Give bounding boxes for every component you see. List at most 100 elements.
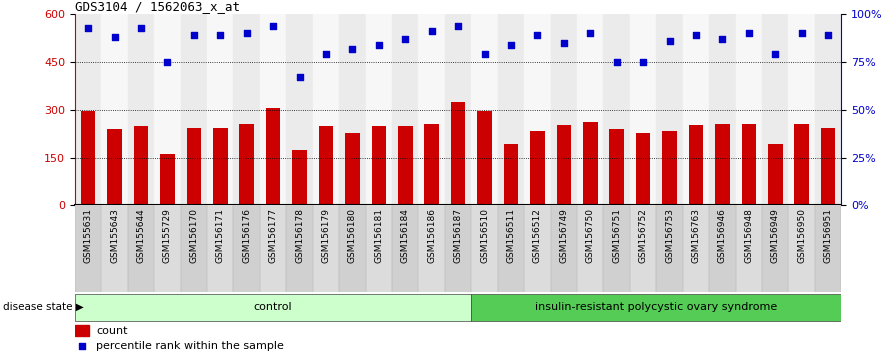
- Bar: [207, 205, 233, 292]
- Bar: [603, 205, 630, 292]
- Point: [134, 25, 148, 30]
- Bar: [498, 205, 524, 292]
- Bar: [530, 131, 544, 205]
- Text: GSM155729: GSM155729: [163, 208, 172, 263]
- Point: [768, 51, 782, 57]
- Bar: [313, 14, 339, 205]
- Bar: [207, 14, 233, 205]
- Text: GSM156170: GSM156170: [189, 208, 198, 263]
- Bar: [154, 205, 181, 292]
- Text: GSM156180: GSM156180: [348, 208, 357, 263]
- Text: GSM156178: GSM156178: [295, 208, 304, 263]
- Bar: [498, 14, 524, 205]
- Bar: [319, 126, 333, 205]
- Bar: [366, 205, 392, 292]
- Bar: [134, 126, 148, 205]
- Bar: [233, 14, 260, 205]
- Text: GSM156951: GSM156951: [824, 208, 833, 263]
- Bar: [451, 102, 465, 205]
- Point: [345, 46, 359, 51]
- Bar: [75, 325, 89, 336]
- Bar: [788, 14, 815, 205]
- Point: [398, 36, 412, 42]
- Bar: [630, 205, 656, 292]
- Text: GSM156184: GSM156184: [401, 208, 410, 263]
- Text: percentile rank within the sample: percentile rank within the sample: [96, 341, 285, 351]
- Text: GSM156186: GSM156186: [427, 208, 436, 263]
- Bar: [260, 14, 286, 205]
- FancyBboxPatch shape: [471, 293, 841, 321]
- Point: [372, 42, 386, 47]
- Text: GSM156750: GSM156750: [586, 208, 595, 263]
- Text: GSM156950: GSM156950: [797, 208, 806, 263]
- Bar: [160, 154, 174, 205]
- Bar: [392, 205, 418, 292]
- Bar: [81, 111, 95, 205]
- Bar: [610, 130, 624, 205]
- Bar: [736, 14, 762, 205]
- Point: [821, 32, 835, 38]
- Text: GSM156763: GSM156763: [692, 208, 700, 263]
- Point: [266, 23, 280, 28]
- Bar: [181, 14, 207, 205]
- Bar: [709, 14, 736, 205]
- Bar: [445, 205, 471, 292]
- Text: insulin-resistant polycystic ovary syndrome: insulin-resistant polycystic ovary syndr…: [536, 302, 777, 312]
- Bar: [75, 14, 101, 205]
- FancyBboxPatch shape: [75, 293, 471, 321]
- Bar: [821, 127, 835, 205]
- Point: [451, 23, 465, 28]
- Point: [795, 30, 809, 36]
- Bar: [392, 14, 418, 205]
- Bar: [292, 150, 307, 205]
- Text: GSM156512: GSM156512: [533, 208, 542, 263]
- Bar: [715, 124, 729, 205]
- Point: [478, 51, 492, 57]
- Bar: [709, 205, 736, 292]
- Bar: [683, 205, 709, 292]
- Bar: [742, 124, 756, 205]
- Bar: [366, 14, 392, 205]
- Bar: [101, 14, 128, 205]
- Text: GSM156752: GSM156752: [639, 208, 648, 263]
- Bar: [551, 205, 577, 292]
- Bar: [577, 205, 603, 292]
- Point: [530, 32, 544, 38]
- Text: GSM156176: GSM156176: [242, 208, 251, 263]
- Point: [610, 59, 624, 65]
- Text: GSM156510: GSM156510: [480, 208, 489, 263]
- Text: GSM156948: GSM156948: [744, 208, 753, 263]
- Text: GSM156946: GSM156946: [718, 208, 727, 263]
- Bar: [339, 14, 366, 205]
- Bar: [663, 131, 677, 205]
- Bar: [345, 133, 359, 205]
- Text: GSM156511: GSM156511: [507, 208, 515, 263]
- Bar: [583, 122, 597, 205]
- Bar: [768, 143, 782, 205]
- Bar: [213, 128, 227, 205]
- Point: [213, 32, 227, 38]
- Bar: [762, 14, 788, 205]
- Point: [160, 59, 174, 65]
- Point: [187, 32, 201, 38]
- Bar: [788, 205, 815, 292]
- Text: control: control: [254, 302, 292, 312]
- Point: [636, 59, 650, 65]
- Text: GSM156181: GSM156181: [374, 208, 383, 263]
- Bar: [75, 205, 101, 292]
- Point: [425, 29, 439, 34]
- Text: GSM155643: GSM155643: [110, 208, 119, 263]
- Point: [715, 36, 729, 42]
- Bar: [683, 14, 709, 205]
- Text: GSM156177: GSM156177: [269, 208, 278, 263]
- Text: GSM156749: GSM156749: [559, 208, 568, 263]
- Bar: [418, 205, 445, 292]
- Bar: [154, 14, 181, 205]
- Bar: [603, 14, 630, 205]
- Point: [240, 30, 254, 36]
- Bar: [815, 205, 841, 292]
- Bar: [736, 205, 762, 292]
- Bar: [233, 205, 260, 292]
- Point: [504, 42, 518, 47]
- Bar: [630, 14, 656, 205]
